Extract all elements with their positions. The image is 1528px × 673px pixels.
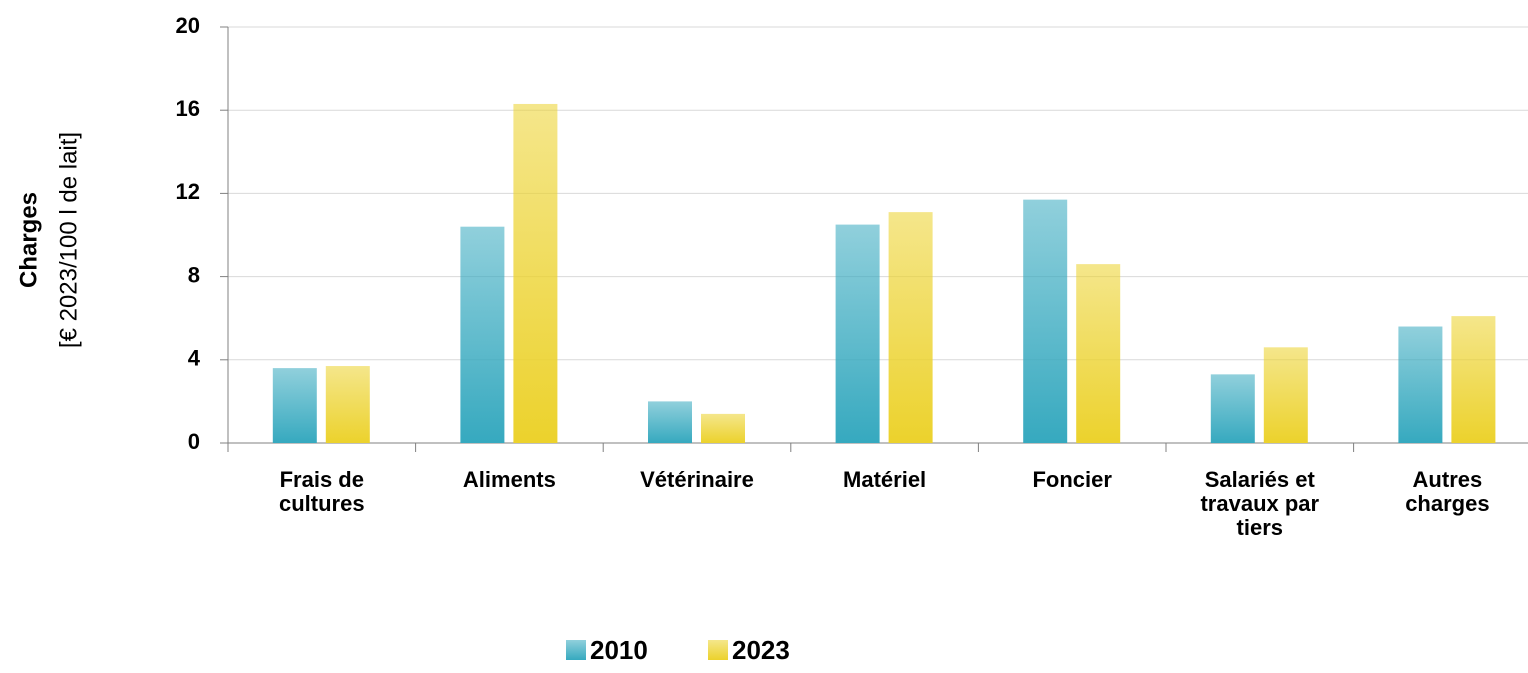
legend-label: 2023 <box>732 635 790 665</box>
y-tick-label: 20 <box>176 13 200 38</box>
y-axis-unit: [€ 2023/100 l de lait] <box>55 132 82 348</box>
bar <box>701 413 745 443</box>
bar <box>1398 326 1443 443</box>
x-tick-label: Foncier <box>1032 467 1112 492</box>
bar <box>1076 264 1121 443</box>
bar <box>513 103 558 444</box>
bar <box>1210 374 1255 443</box>
bar <box>272 368 317 443</box>
y-tick-label: 16 <box>176 96 200 121</box>
bar <box>325 366 370 443</box>
y-tick-label: 8 <box>188 262 200 287</box>
x-tick-label: Autres charges <box>1405 467 1490 516</box>
legend-label: 2010 <box>590 635 648 665</box>
y-tick-label: 4 <box>188 346 201 371</box>
bar <box>888 212 933 443</box>
x-tick-label: Frais de cultures <box>279 467 365 516</box>
bar <box>835 224 880 443</box>
x-tick-label: Vétérinaire <box>640 467 754 492</box>
y-axis-title: Charges <box>15 192 42 288</box>
legend-swatch <box>566 640 586 660</box>
bar <box>1451 316 1496 443</box>
x-tick-label: Salariés et travaux par tiers <box>1200 467 1320 540</box>
bar <box>1263 347 1308 443</box>
legend-swatch <box>708 640 728 660</box>
x-tick-label: Aliments <box>462 467 556 492</box>
bar <box>1023 199 1068 443</box>
x-tick-label: Matériel <box>843 467 927 492</box>
bar <box>648 401 692 443</box>
bar <box>460 226 505 443</box>
y-tick-label: 12 <box>176 179 200 204</box>
y-tick-label: 0 <box>188 429 200 454</box>
